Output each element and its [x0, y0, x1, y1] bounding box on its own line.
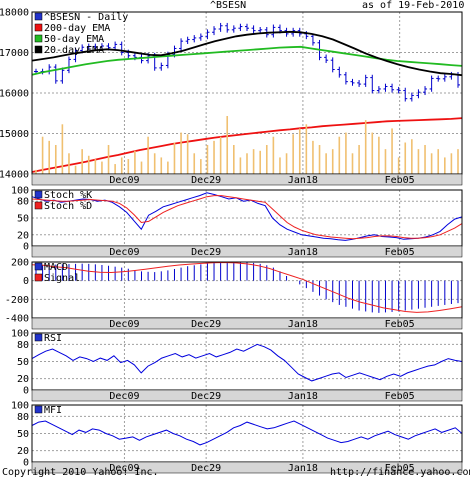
-bsesn-xtick-1: Dec29 — [191, 175, 221, 186]
stoch-stoch-d-legend-label: Stoch %D — [44, 201, 92, 212]
stoch-xtick-0: Dec09 — [109, 247, 139, 258]
as-of-date: as of 19-Feb-2010 — [362, 0, 465, 11]
macd-signal-legend-swatch — [34, 273, 43, 282]
-bsesn-200-day-ema-legend-swatch — [34, 23, 43, 32]
mfi-xtick-2: Jan18 — [288, 463, 318, 474]
mfi-ytick-2: 50 — [17, 429, 29, 440]
-bsesn-20-day-ema-line — [31, 30, 463, 77]
rsi-ytick-2: 50 — [17, 357, 29, 368]
mfi-mfi-legend-label: MFI — [44, 405, 62, 416]
stoch-xtick-3: Feb05 — [385, 247, 415, 258]
-bsesn-200-day-ema-line — [31, 117, 463, 173]
macd-signal-line — [31, 261, 463, 313]
rsi-xtick-0: Dec09 — [109, 391, 139, 402]
-bsesn-date-bar — [31, 173, 463, 186]
macd-ytick-1: -200 — [5, 295, 29, 306]
macd-ytick-2: 0 — [23, 276, 29, 287]
-bsesn-ytick-1: 15000 — [0, 129, 29, 140]
mfi-mfi-line — [31, 420, 463, 446]
rsi-rsi-legend-swatch — [34, 333, 43, 342]
rsi-rsi-legend-label: RSI — [44, 333, 62, 344]
macd-xtick-0: Dec09 — [109, 319, 139, 330]
source-url[interactable]: http://finance.yahoo.com/ — [330, 467, 470, 478]
stoch-ytick-3: 80 — [17, 197, 29, 208]
rsi-rsi-line — [31, 343, 463, 382]
stoch-date-bar — [31, 245, 463, 258]
stoch-stoch-d-line — [31, 195, 463, 240]
stoch-xtick-1: Dec29 — [191, 247, 221, 258]
-bsesn-20-day-ema-legend-swatch — [34, 45, 43, 54]
mfi-ytick-3: 80 — [17, 412, 29, 423]
-bsesn-50-day-ema-legend-swatch — [34, 34, 43, 43]
-bsesn--bsesn-daily-legend-label: ^BSESN - Daily — [44, 12, 128, 23]
mfi-ytick-4: 100 — [11, 401, 29, 412]
mfi-xtick-1: Dec29 — [191, 463, 221, 474]
macd-xtick-3: Feb05 — [385, 319, 415, 330]
rsi-xtick-1: Dec29 — [191, 391, 221, 402]
-bsesn-ytick-3: 17000 — [0, 48, 29, 59]
rsi-ytick-1: 20 — [17, 374, 29, 385]
-bsesn-ytick-2: 16000 — [0, 89, 29, 100]
rsi-ytick-0: 0 — [23, 386, 29, 397]
macd-ytick-3: 200 — [11, 258, 29, 269]
mfi-xtick-0: Dec09 — [109, 463, 139, 474]
mfi-ytick-1: 20 — [17, 446, 29, 457]
stoch-stoch-k-legend-label: Stoch %K — [44, 190, 92, 201]
rsi-date-bar — [31, 389, 463, 402]
macd-xtick-2: Jan18 — [288, 319, 318, 330]
-bsesn-ytick-0: 14000 — [0, 170, 29, 181]
-bsesn-50-day-ema-legend-label: 50-day EMA — [44, 34, 104, 45]
macd-ytick-0: -400 — [5, 314, 29, 325]
stoch-stoch-k-legend-swatch — [34, 190, 43, 199]
-bsesn-xtick-3: Feb05 — [385, 175, 415, 186]
stoch-ytick-4: 100 — [11, 186, 29, 197]
stoch-xtick-2: Jan18 — [288, 247, 318, 258]
-bsesn--bsesn-daily-legend-swatch — [34, 12, 43, 21]
macd-macd-legend-label: MACD — [44, 262, 68, 273]
stoch-ytick-1: 20 — [17, 230, 29, 241]
macd-xtick-1: Dec29 — [191, 319, 221, 330]
rsi-xtick-3: Feb05 — [385, 391, 415, 402]
-bsesn-xtick-0: Dec09 — [109, 175, 139, 186]
-bsesn-50-day-ema-line — [31, 45, 463, 76]
mfi-ytick-0: 0 — [23, 458, 29, 469]
mfi-xtick-3: Feb05 — [385, 463, 415, 474]
stoch-ytick-0: 0 — [23, 242, 29, 253]
stoch-stoch-d-legend-swatch — [34, 201, 43, 210]
rsi-ytick-3: 80 — [17, 340, 29, 351]
mfi-mfi-legend-swatch — [34, 405, 43, 414]
stoch-ytick-2: 50 — [17, 214, 29, 225]
macd-date-bar — [31, 317, 463, 330]
macd-macd-legend-swatch — [34, 262, 43, 271]
-bsesn-200-day-ema-legend-label: 200-day EMA — [44, 23, 110, 34]
-bsesn-20-day-ema-legend-label: 20-day EMA — [44, 45, 104, 56]
rsi-ytick-4: 100 — [11, 329, 29, 340]
macd-signal-legend-label: Signal — [44, 273, 80, 284]
copyright-text: Copyright 2010 Yahoo! Inc. — [2, 467, 159, 478]
mfi-date-bar — [31, 461, 463, 474]
chart-title: ^BSESN — [210, 0, 247, 11]
-bsesn-xtick-2: Jan18 — [288, 175, 318, 186]
-bsesn-ytick-4: 18000 — [0, 8, 29, 19]
rsi-xtick-2: Jan18 — [288, 391, 318, 402]
